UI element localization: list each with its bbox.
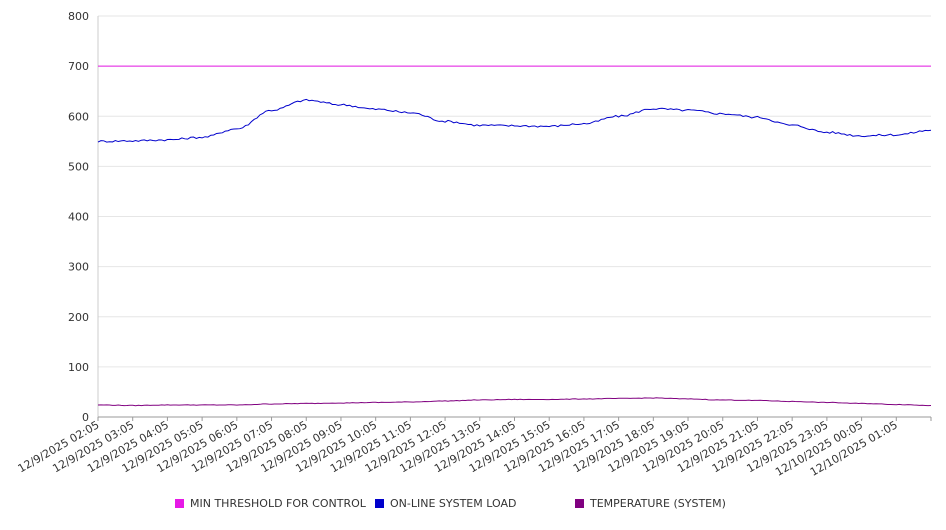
y-tick-label: 800 — [68, 10, 89, 23]
legend-item-min-threshold: MIN THRESHOLD FOR CONTROL — [175, 497, 366, 510]
grid-layer — [98, 15, 931, 368]
series-line-temperature-system — [97, 397, 932, 407]
y-tick-label: 400 — [68, 211, 89, 224]
y-tick-label: 200 — [68, 311, 89, 324]
legend-label-online-system-load: ON-LINE SYSTEM LOAD — [390, 497, 517, 510]
legend-swatch-online-system-load — [375, 499, 384, 508]
axis-layer — [97, 16, 932, 421]
y-tick-label: 600 — [68, 110, 89, 123]
y-tick-label: 0 — [82, 411, 89, 424]
series-layer — [97, 65, 932, 407]
legend: MIN THRESHOLD FOR CONTROL ON-LINE SYSTEM… — [0, 497, 946, 515]
y-tick-label: 300 — [68, 261, 89, 274]
legend-swatch-min-threshold — [175, 499, 184, 508]
series-line-on-line-system-load — [97, 98, 932, 143]
legend-item-temperature: TEMPERATURE (SYSTEM) — [575, 497, 726, 510]
legend-label-temperature: TEMPERATURE (SYSTEM) — [590, 497, 726, 510]
y-tick-label: 500 — [68, 160, 89, 173]
y-tick-label: 700 — [68, 60, 89, 73]
legend-label-min-threshold: MIN THRESHOLD FOR CONTROL — [190, 497, 366, 510]
legend-item-online-system-load: ON-LINE SYSTEM LOAD — [375, 497, 516, 510]
legend-swatch-temperature — [575, 499, 584, 508]
y-tick-label: 100 — [68, 361, 89, 374]
y-tick-labels: 0 100 200 300 400 500 600 700 800 — [68, 10, 89, 424]
